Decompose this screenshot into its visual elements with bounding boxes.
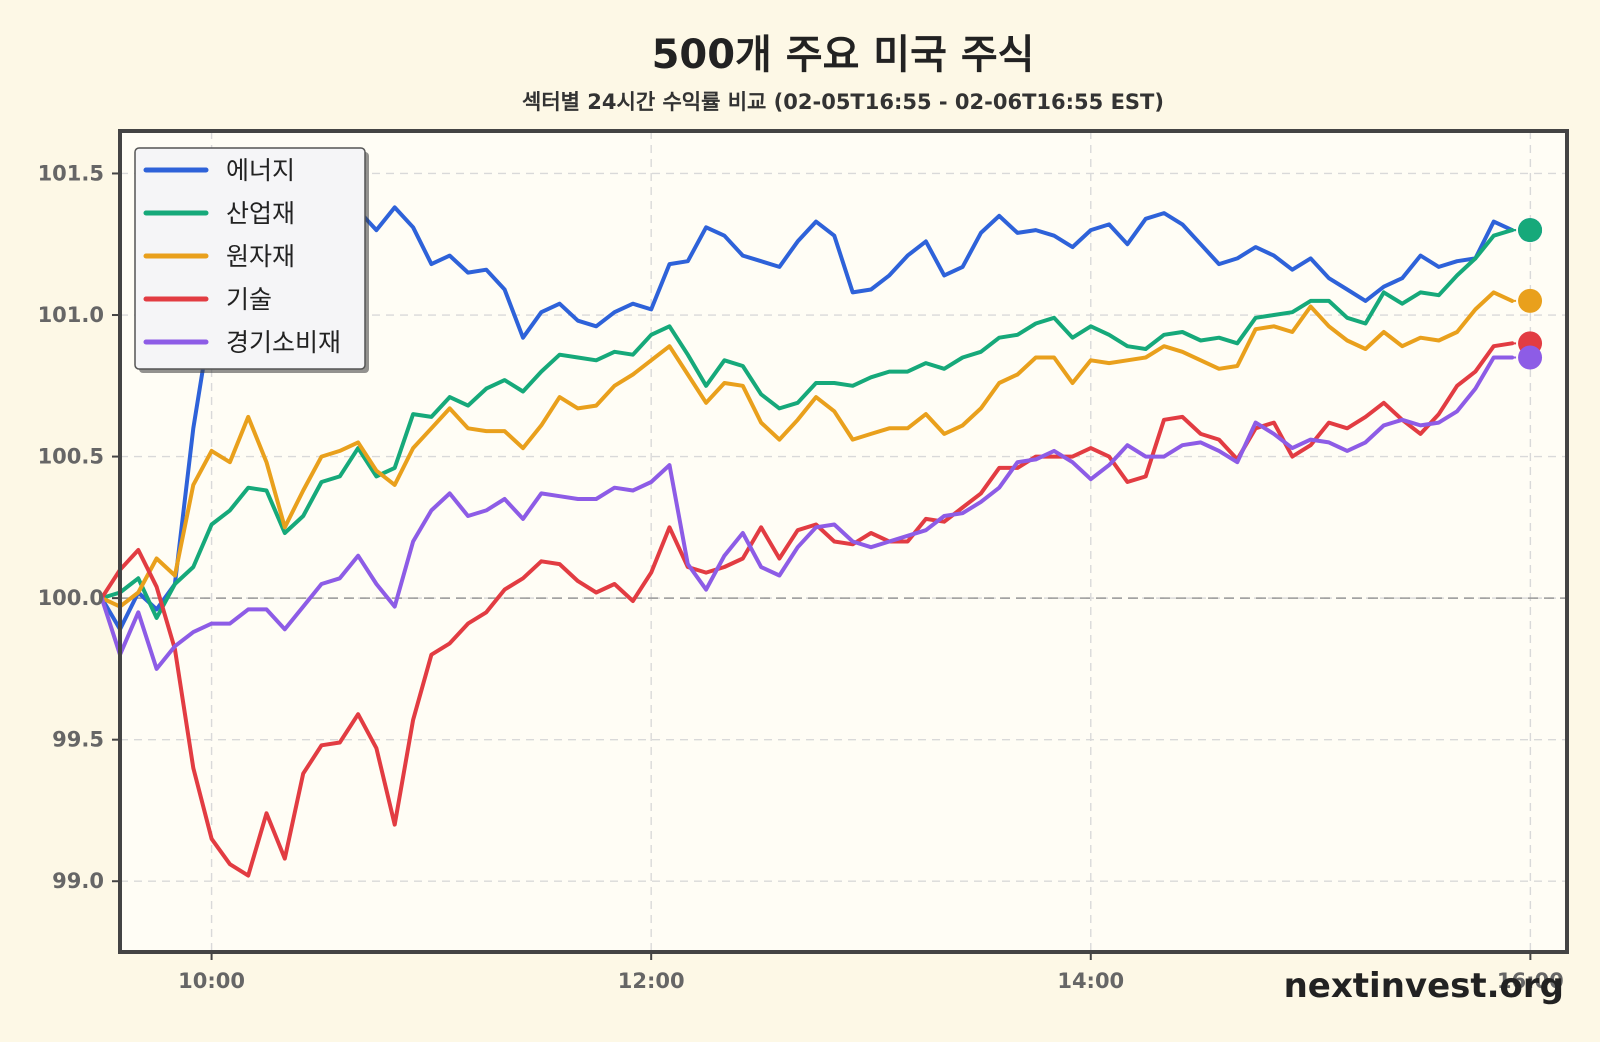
- series-line-2: [99, 290, 1515, 609]
- series-line-1: [99, 228, 1515, 620]
- series-end-marker: [1518, 218, 1543, 243]
- x-axis: 10:00 12:00 14:00 16:00: [178, 952, 1564, 993]
- legend-label: 기술: [226, 285, 272, 314]
- series-end-marker: [1518, 288, 1543, 313]
- watermark: nextinvest.org: [1284, 966, 1564, 1006]
- legend-label: 에너지: [226, 156, 295, 185]
- legend-label: 원자재: [226, 242, 295, 271]
- y-axis: 99.0 99.5 100.0 100.5 101.0 101.5: [38, 161, 120, 893]
- y-tick-label: 100.5: [38, 445, 104, 469]
- y-tick-label: 100.0: [38, 586, 104, 610]
- x-tick-label: 16:00: [1497, 969, 1564, 993]
- x-tick-label: 12:00: [618, 969, 685, 993]
- plot-frame: [118, 129, 1569, 954]
- y-tick-label: 101.0: [38, 303, 104, 327]
- legend-label: 경기소비재: [226, 328, 341, 357]
- x-tick-label: 10:00: [178, 969, 245, 993]
- chart-title: 500개 주요 미국 주식: [652, 32, 1035, 78]
- legend-box: [134, 147, 366, 370]
- end-markers: [1512, 218, 1543, 370]
- x-tick-label: 14:00: [1057, 969, 1124, 993]
- chart-subtitle: 섹터별 24시간 수익률 비교 (02-05T16:55 - 02-06T16:…: [522, 90, 1164, 114]
- y-tick-label: 101.5: [38, 161, 104, 185]
- y-tick-label: 99.0: [52, 869, 104, 893]
- series-line-4: [99, 355, 1515, 671]
- y-tick-label: 99.5: [52, 728, 104, 752]
- legend-label: 산업재: [226, 199, 295, 228]
- series-end-marker: [1518, 345, 1543, 370]
- series-lines: [99, 199, 1515, 878]
- series-line-3: [99, 341, 1515, 878]
